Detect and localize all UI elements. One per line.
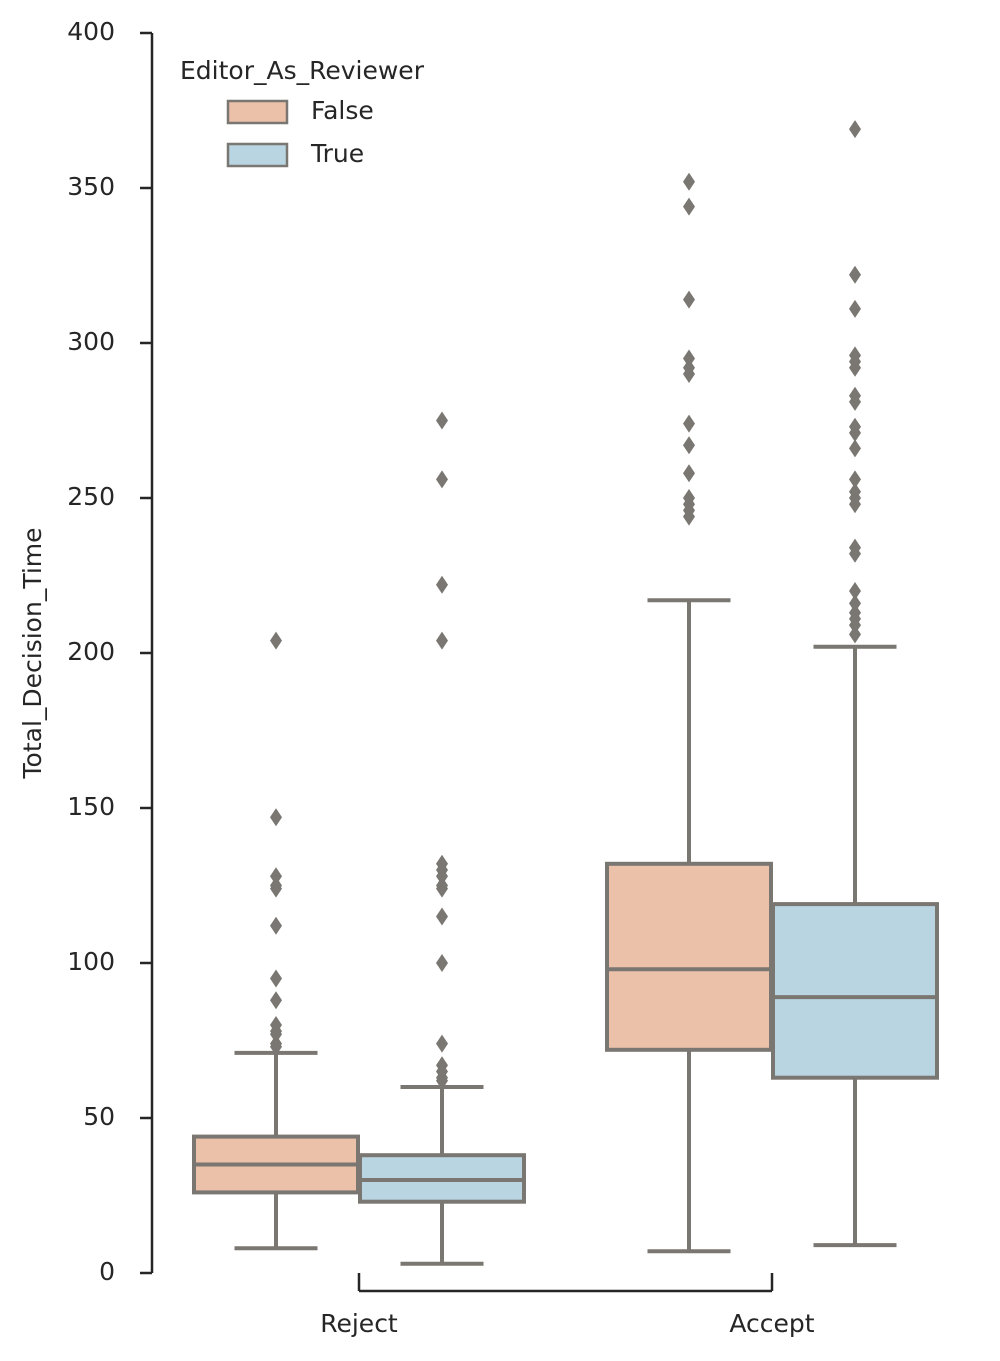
x-tick-label: Reject (320, 1309, 398, 1338)
outlier (849, 538, 861, 557)
outlier (270, 876, 282, 895)
outlier (849, 299, 861, 318)
outlier (436, 411, 448, 430)
y-tick-label: 200 (67, 637, 115, 666)
y-tick-label: 300 (67, 327, 115, 356)
outlier (270, 916, 282, 935)
outlier (849, 265, 861, 284)
outlier (849, 625, 861, 644)
legend-label: True (310, 139, 364, 168)
box (605, 861, 773, 1052)
outlier (849, 120, 861, 139)
outlier (683, 436, 695, 455)
outlier (436, 575, 448, 594)
outlier (849, 439, 861, 458)
outlier (849, 417, 861, 436)
legend-label: False (311, 96, 374, 125)
y-tick-label: 250 (67, 482, 115, 511)
outlier (849, 603, 861, 622)
outlier (849, 346, 861, 365)
outlier (683, 358, 695, 377)
legend-swatch (226, 142, 289, 168)
outlier (683, 414, 695, 433)
outlier (849, 594, 861, 613)
outlier (270, 991, 282, 1010)
outlier (270, 631, 282, 650)
outlier (270, 1034, 282, 1053)
outlier (270, 969, 282, 988)
outlier (849, 482, 861, 501)
y-tick-label: 0 (99, 1257, 115, 1286)
y-tick-label: 350 (67, 172, 115, 201)
outlier (436, 1034, 448, 1053)
outlier (849, 582, 861, 600)
outlier (270, 1016, 282, 1034)
outlier (683, 349, 695, 368)
outlier (436, 954, 448, 972)
outlier (436, 876, 448, 895)
outlier (436, 854, 448, 873)
y-tick-label: 400 (67, 17, 115, 46)
outlier (436, 907, 448, 926)
y-axis-label: Total_Decision_Time (18, 527, 47, 779)
y-tick-label: 100 (67, 947, 115, 976)
outlier (436, 470, 448, 489)
outlier (436, 631, 448, 650)
y-tick-label: 50 (83, 1102, 115, 1131)
x-tick-label: Accept (729, 1309, 814, 1338)
outlier (683, 489, 695, 507)
outlier (683, 290, 695, 309)
outlier (683, 172, 695, 191)
outlier (849, 386, 861, 405)
legend-swatch (226, 99, 289, 125)
y-tick-label: 150 (67, 792, 115, 821)
outlier (270, 808, 282, 827)
outlier (683, 464, 695, 483)
box (771, 902, 939, 1080)
outlier (849, 470, 861, 489)
outlier (270, 867, 282, 886)
legend-title: Editor_As_Reviewer (180, 56, 425, 85)
outlier (436, 1056, 448, 1075)
outlier (683, 197, 695, 216)
